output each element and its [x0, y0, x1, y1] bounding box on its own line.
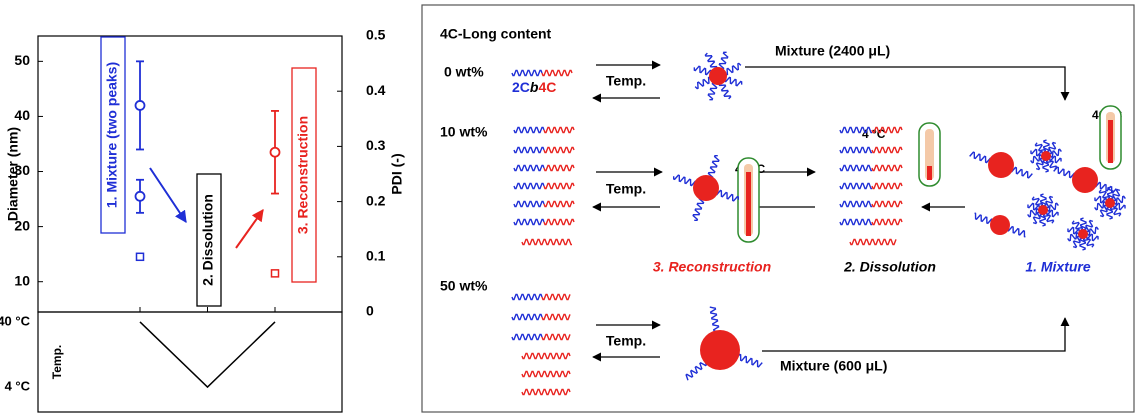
stage-label: 3. Reconstruction: [653, 259, 771, 275]
chain: [514, 147, 544, 152]
arrow-label: Temp.: [606, 333, 646, 349]
arrows: [593, 65, 1065, 357]
chain: [850, 239, 896, 244]
marker: [136, 192, 145, 201]
micelle-core: [693, 175, 719, 201]
block: 4C: [538, 79, 556, 95]
chain: [514, 201, 544, 206]
micelle-core: [988, 152, 1014, 178]
y2-tick-label: 0.2: [366, 192, 386, 208]
y2-axis-label: PDI (-): [389, 153, 405, 194]
chain: [872, 165, 902, 170]
micelle-core: [1041, 151, 1051, 161]
thermometer-level: [746, 172, 751, 236]
chain: [544, 165, 574, 170]
micelle-core: [709, 67, 727, 85]
y2-tick-label: 0.4: [366, 82, 386, 98]
marker: [271, 148, 280, 157]
chain: [840, 147, 872, 152]
chain: [872, 183, 902, 188]
thermometer: [738, 158, 759, 242]
chain: [514, 219, 544, 224]
marker: [136, 101, 145, 110]
y2-tick-label: 0.5: [366, 27, 386, 43]
chain: [544, 219, 574, 224]
temp-frame: [38, 312, 342, 412]
annotation: 3. Reconstruction: [295, 116, 311, 234]
page: Diameter (nm) PDI (-) Temp. 4C-Long cont…: [0, 0, 1138, 417]
chain: [512, 314, 542, 319]
y2-tick-label: 0.3: [366, 137, 386, 153]
annotation: 2. Dissolution: [200, 194, 216, 286]
micelle-core: [1078, 229, 1088, 239]
chain: [840, 201, 872, 206]
annotation-arrow: [236, 210, 263, 248]
marker: [272, 270, 279, 277]
chain: [512, 334, 542, 339]
chain: [872, 219, 902, 224]
temperature-line: [140, 322, 275, 387]
micelle-core: [990, 215, 1010, 235]
chain: [544, 127, 574, 132]
row-label: 50 wt%: [440, 278, 488, 294]
arrow: [745, 67, 1065, 100]
arrow: [762, 318, 1065, 351]
y2-tick-label: 0.1: [366, 248, 386, 264]
chain: [872, 147, 902, 152]
temp-axis-label: Temp.: [50, 345, 64, 379]
marker: [137, 253, 144, 260]
micelle-core: [1038, 205, 1048, 215]
thermometer: [919, 123, 940, 186]
chain: [522, 239, 572, 244]
mixture-label: Mixture (2400 μL): [775, 43, 890, 59]
annotation: 1. Mixture (two peaks): [104, 62, 120, 208]
thermometer: [1100, 106, 1121, 169]
chain: [514, 183, 544, 188]
y-tick-label: 10: [14, 272, 30, 288]
copolymer-label: 2Cb4C: [512, 79, 556, 95]
chain: [840, 165, 872, 170]
arrow-label: Temp.: [606, 181, 646, 197]
heading: 4C-Long content: [440, 26, 552, 42]
y-tick-label: 50: [14, 52, 30, 68]
micelle-core: [1105, 198, 1115, 208]
row-label: 0 wt%: [444, 64, 484, 80]
chain: [522, 353, 570, 358]
micelle-core: [700, 330, 740, 370]
chain: [514, 127, 544, 132]
temp-tick-label: 4 °C: [5, 378, 31, 393]
chain: [522, 389, 570, 394]
temperature: 4 °C: [862, 127, 886, 141]
chain: [542, 314, 570, 319]
arrow-label: Temp.: [606, 73, 646, 89]
y-tick-label: 30: [14, 162, 30, 178]
chain: [544, 183, 574, 188]
chain: [542, 70, 572, 75]
y-tick-label: 40: [14, 107, 30, 123]
y-tick-label: 20: [14, 217, 30, 233]
thermometer-level: [1108, 120, 1113, 163]
stage-label: 2. Dissolution: [843, 259, 936, 275]
chain: [872, 201, 902, 206]
chain: [840, 219, 872, 224]
mixture-label: Mixture (600 μL): [780, 358, 887, 374]
chain: [522, 371, 570, 376]
chain: [544, 147, 574, 152]
chain: [512, 294, 542, 299]
micelle-core: [1072, 167, 1098, 193]
temp-tick-label: 40 °C: [0, 313, 31, 328]
chain: [544, 201, 574, 206]
chain: [542, 294, 570, 299]
thermometer-level: [927, 166, 932, 180]
chain: [512, 70, 542, 75]
figure: Diameter (nm) PDI (-) Temp. 4C-Long cont…: [0, 0, 1138, 417]
y2-tick-label: 0: [366, 303, 374, 319]
stage-label: 1. Mixture: [1025, 259, 1091, 275]
chain: [514, 165, 544, 170]
chain: [542, 334, 570, 339]
annotation-arrow: [150, 168, 186, 222]
block: 2C: [512, 79, 530, 95]
row-label: 10 wt%: [440, 124, 488, 140]
chain: [840, 183, 872, 188]
